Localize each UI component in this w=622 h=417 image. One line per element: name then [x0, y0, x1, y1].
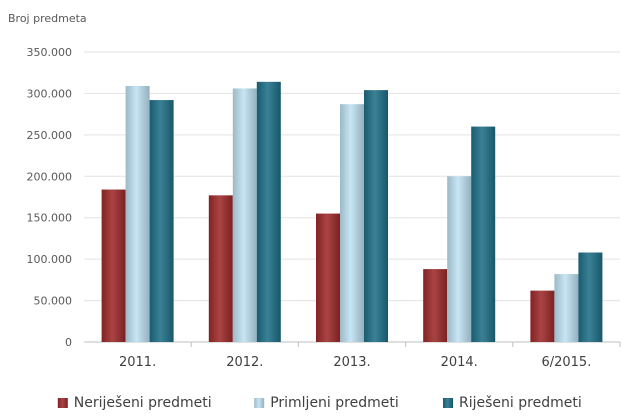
x-tick-label: 2012.: [226, 355, 263, 370]
legend-item-neriješeni-predmeti: Neriješeni predmeti: [57, 395, 212, 411]
legend-swatch: [254, 398, 265, 408]
legend-swatch: [443, 398, 453, 408]
axes: Broj predmeta 0 50.000 100.000 150.000 200.00…: [8, 12, 621, 370]
y-tick-label: 350.000: [27, 46, 73, 59]
bar-neriješeni-predmeti-1: [208, 195, 233, 342]
bar-primljeni-predmeti-1: [232, 88, 257, 342]
legend: Neriješeni predmeti Primljeni predmeti Rij…: [57, 395, 582, 411]
bar-primljeni-predmeti-3: [447, 176, 472, 342]
y-tick-label: 50.000: [34, 295, 73, 308]
x-tick-label: 6/2015.: [541, 355, 591, 370]
bar-primljeni-predmeti-4: [554, 274, 579, 342]
bars: [101, 81, 603, 342]
legend-label: Riješeni predmeti: [459, 395, 582, 411]
bar-primljeni-predmeti-2: [340, 104, 364, 342]
bar-neriješeni-predmeti-0: [101, 189, 126, 342]
bar-riješeni-predmeti-4: [578, 252, 603, 342]
y-axis-title: Broj predmeta: [8, 12, 87, 25]
bar-neriješeni-predmeti-4: [530, 290, 555, 342]
legend-item-riješeni-predmeti: Riješeni predmeti: [443, 395, 582, 411]
bar-neriješeni-predmeti-3: [423, 269, 448, 342]
x-tick-label: 2011.: [119, 355, 156, 370]
bar-riješeni-predmeti-2: [364, 90, 388, 342]
bar-riješeni-predmeti-3: [471, 126, 496, 342]
y-tick-label: 300.000: [27, 87, 73, 100]
y-tick-label: 200.000: [27, 170, 73, 183]
y-tick-label: 100.000: [27, 253, 73, 266]
bar-riješeni-predmeti-1: [256, 81, 281, 342]
bar-neriješeni-predmeti-2: [316, 213, 340, 342]
legend-label: Neriješeni predmeti: [74, 395, 212, 411]
legend-item-primljeni-predmeti: Primljeni predmeti: [254, 395, 399, 411]
x-tick-label: 2014.: [441, 355, 478, 370]
legend-label: Primljeni predmeti: [270, 395, 399, 411]
legend-swatch: [57, 398, 68, 408]
x-tick-label: 2013.: [333, 355, 370, 370]
bar-riješeni-predmeti-0: [149, 100, 174, 342]
bar-primljeni-predmeti-0: [125, 85, 150, 342]
y-tick-label: 150.000: [27, 212, 73, 225]
y-tick-label: 250.000: [27, 129, 73, 142]
y-tick-label: 0: [65, 336, 72, 349]
